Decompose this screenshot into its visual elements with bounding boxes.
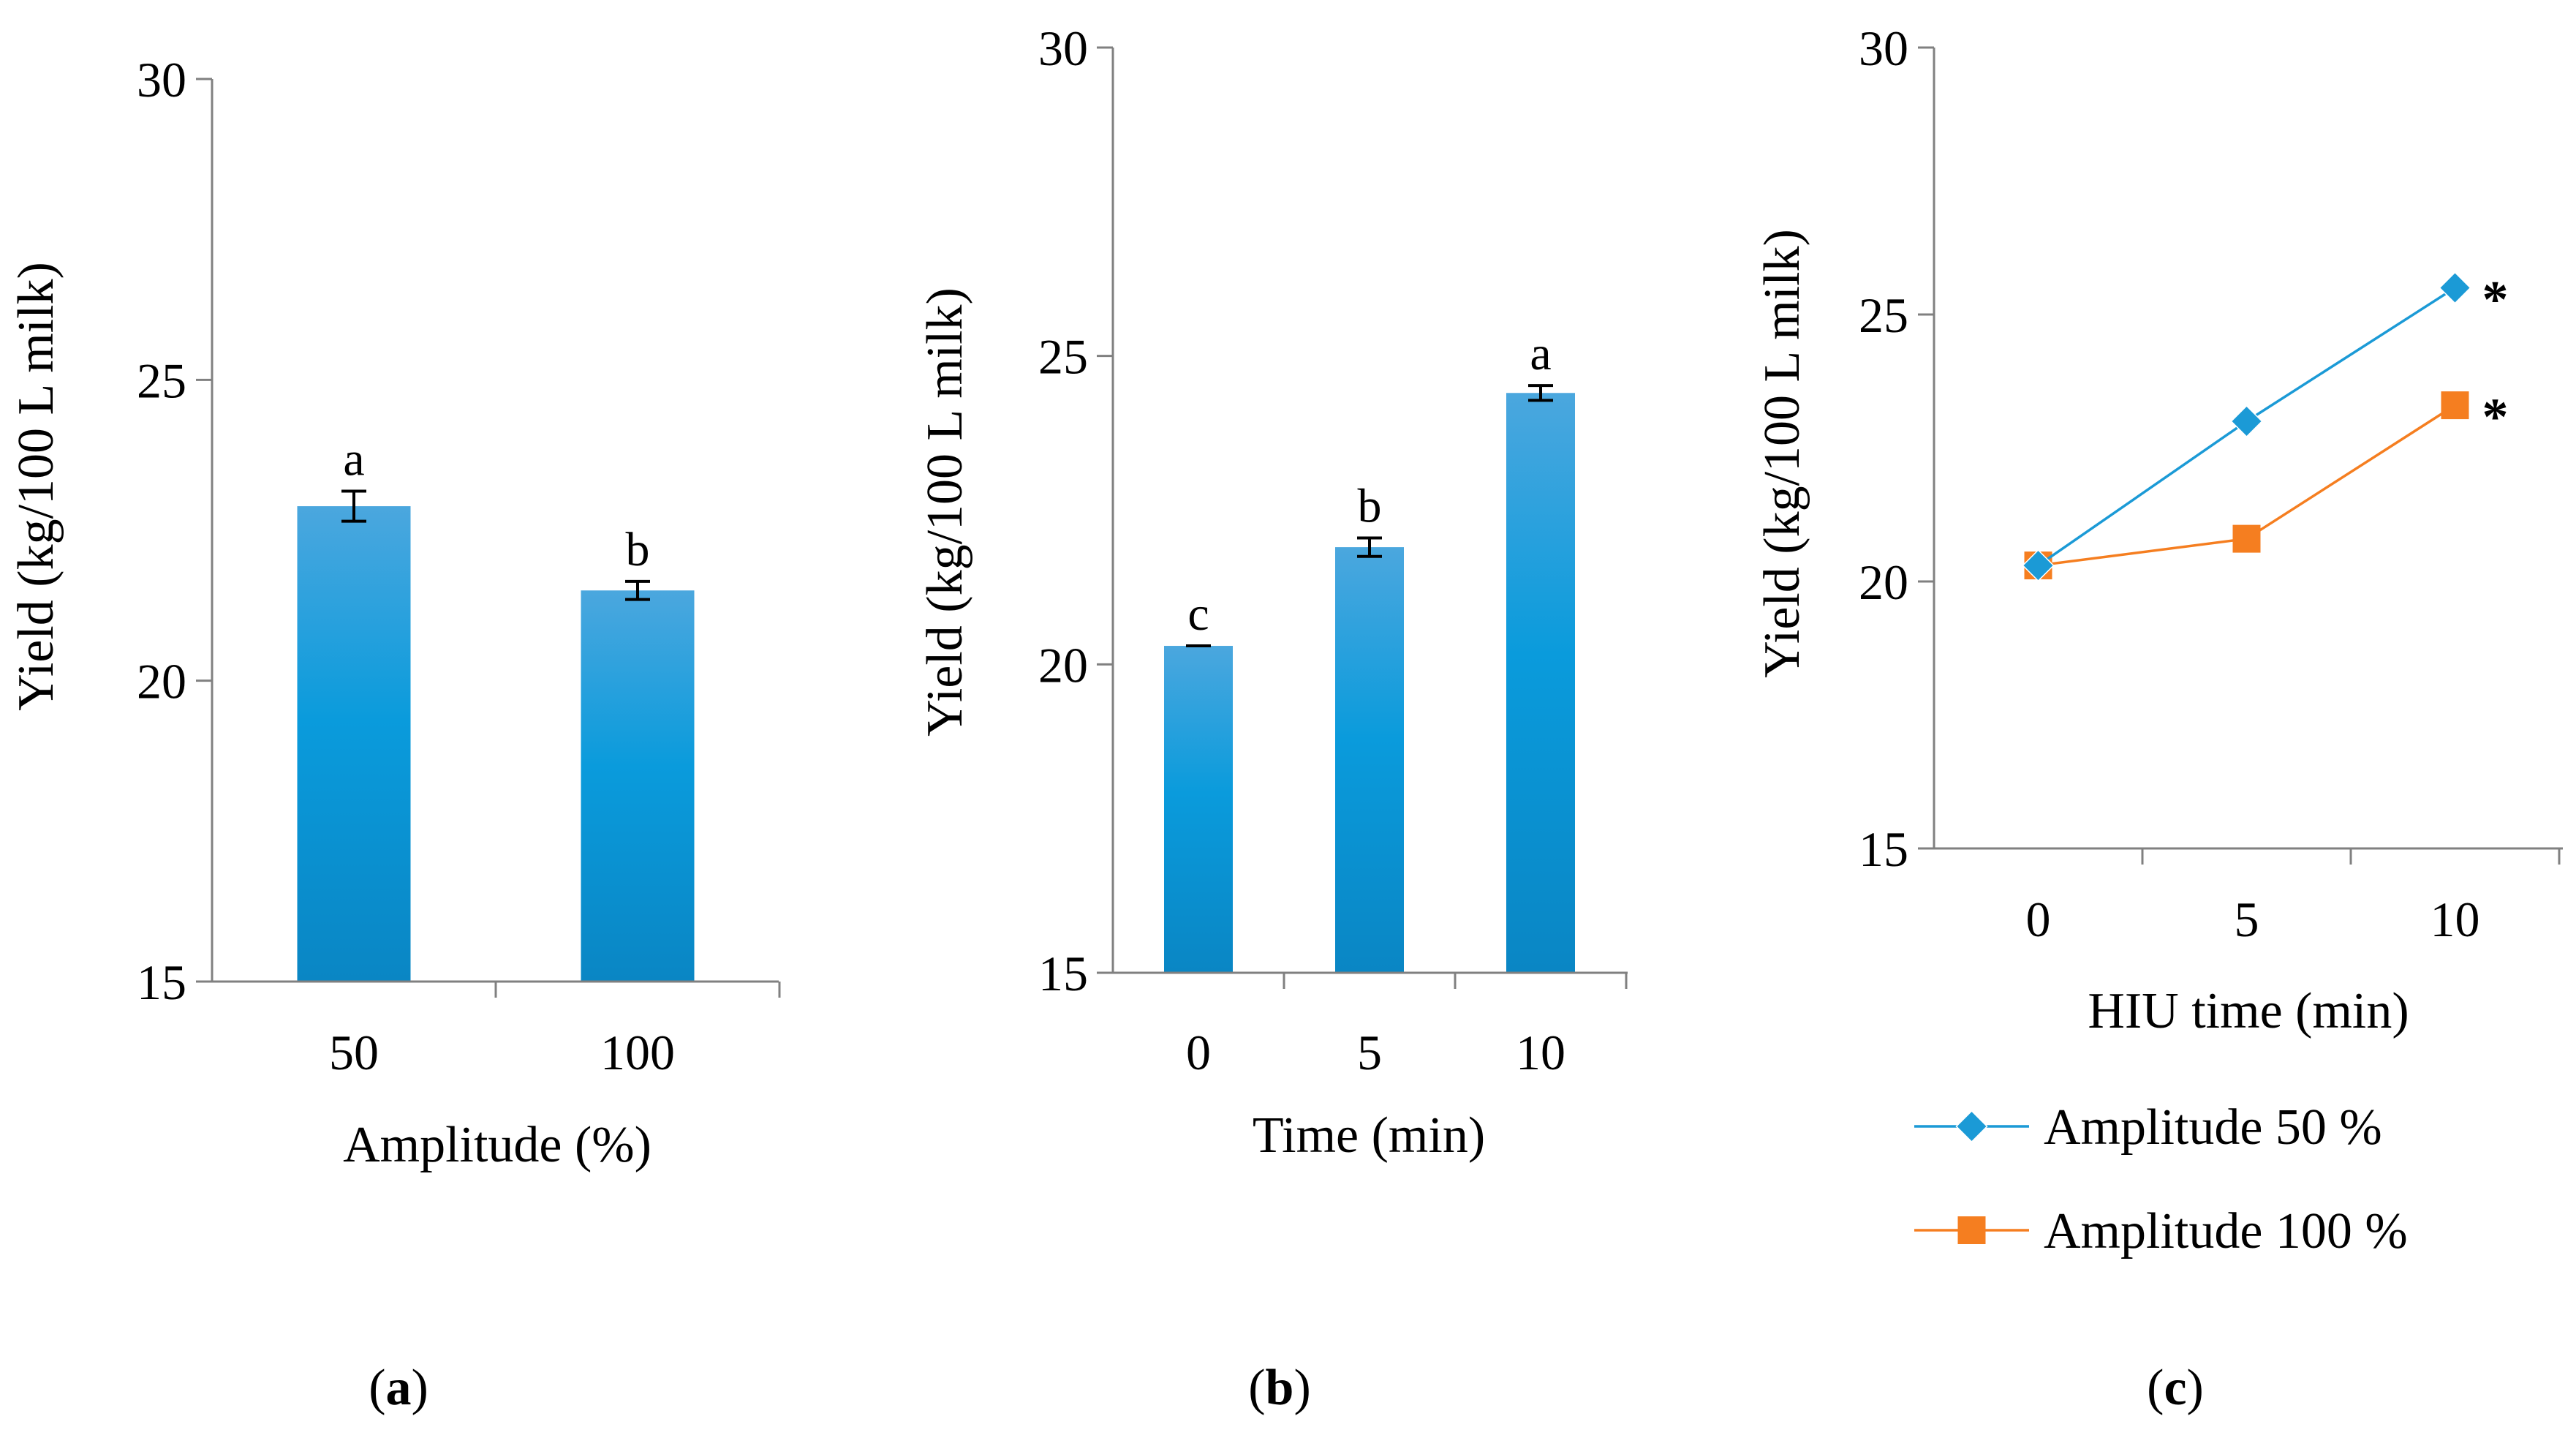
panel-b-x-tick-label: 0 bbox=[1186, 1025, 1211, 1080]
panel-a-caption-letter: a bbox=[386, 1360, 412, 1416]
panel-c-legend-marker bbox=[1957, 1216, 1986, 1244]
panel-a-y-tick-label: 25 bbox=[137, 353, 186, 408]
panel-b-error-bar bbox=[1528, 384, 1553, 402]
panel-c-y-tick-label: 20 bbox=[1859, 554, 1908, 610]
panel-c-legend-label: Amplitude 100 % bbox=[2044, 1203, 2408, 1259]
panel-a-x-tick-label: 50 bbox=[329, 1025, 379, 1080]
panel-c-x-tick-label: 10 bbox=[2430, 892, 2480, 947]
panel-a-error-bar bbox=[341, 489, 366, 523]
panel-b-error-bar bbox=[1357, 536, 1382, 558]
panel-b-significance-letter: c bbox=[1187, 587, 1209, 641]
panel-a-xlabel: Amplitude (%) bbox=[343, 1117, 651, 1173]
panel-b-bar bbox=[1164, 646, 1233, 973]
panel-b-ylabel: Yield (kg/100 L milk) bbox=[917, 287, 973, 737]
panel-a-ylabel: Yield (kg/100 L milk) bbox=[8, 262, 64, 711]
panel-b-y-tick-label: 30 bbox=[1038, 20, 1088, 76]
panel-c-caption-letter: c bbox=[2164, 1360, 2186, 1416]
panel-a-significance-letter: b bbox=[626, 523, 650, 576]
panel-a-bars: ab bbox=[297, 433, 695, 982]
panel-b-caption: (b) bbox=[1248, 1360, 1311, 1416]
panel-b-bar bbox=[1335, 547, 1404, 973]
panel-c-legend-label: Amplitude 50 % bbox=[2044, 1099, 2382, 1156]
panel-c-data-point-amp50 bbox=[2439, 271, 2471, 304]
panel-a-y-tick-label: 30 bbox=[137, 52, 186, 108]
panel-b-y-tick-label: 15 bbox=[1038, 946, 1088, 1001]
panel-a-y-axis: 15 20 25 30 bbox=[137, 52, 214, 1010]
panel-c-data-point-amp100 bbox=[2441, 391, 2469, 420]
panel-a-bar bbox=[297, 506, 411, 982]
panel-a-significance-letter: a bbox=[343, 433, 364, 486]
panel-b-caption-letter: b bbox=[1266, 1360, 1294, 1416]
panel-c-x-axis: 0 5 10 bbox=[1934, 847, 2563, 947]
panel-c-xlabel: HIU time (min) bbox=[2088, 983, 2409, 1039]
panel-c-data-point-amp50 bbox=[2022, 549, 2055, 582]
panel-c-y-tick-label: 30 bbox=[1859, 20, 1908, 76]
panel-c-data-point-amp50 bbox=[2230, 404, 2263, 438]
panel-b-x-axis: 0 5 10 bbox=[1113, 971, 1628, 1080]
panel-c-legend-marker bbox=[1955, 1110, 1988, 1143]
panel-b-bar bbox=[1506, 393, 1575, 973]
panel-a-error-bar bbox=[625, 579, 650, 601]
panel-a-y-tick-label: 15 bbox=[137, 954, 186, 1010]
panel-b-significance-letter: a bbox=[1530, 327, 1551, 380]
panel-c-y-axis: 15 20 25 30 bbox=[1859, 20, 1935, 877]
panel-a-caption: (a) bbox=[369, 1360, 428, 1416]
panel-a-bar bbox=[581, 590, 695, 982]
panel-c-y-tick-label: 25 bbox=[1859, 287, 1908, 343]
panel-b-significance-letter: b bbox=[1358, 479, 1382, 532]
panel-b-bars: c b a bbox=[1164, 327, 1575, 973]
panel-b-y-tick-label: 25 bbox=[1038, 329, 1088, 385]
panel-c-significance-asterisk: * bbox=[2482, 388, 2509, 446]
panel-c-y-tick-label: 15 bbox=[1859, 821, 1908, 877]
panel-c-ylabel: Yield (kg/100 L milk) bbox=[1754, 229, 1810, 678]
panel-c-series: ** bbox=[2022, 271, 2509, 582]
panel-c-x-tick-label: 0 bbox=[2026, 892, 2051, 947]
panel-b-x-tick-label: 10 bbox=[1516, 1025, 1565, 1080]
panel-c-caption: (c) bbox=[2147, 1360, 2204, 1416]
panel-a-x-axis: 50 100 bbox=[212, 980, 781, 1080]
panel-b-x-tick-label: 5 bbox=[1357, 1025, 1382, 1080]
panel-c-x-tick-label: 5 bbox=[2235, 892, 2259, 947]
panel-a-x-tick-label: 100 bbox=[600, 1025, 675, 1080]
panel-c-significance-asterisk: * bbox=[2482, 271, 2509, 329]
panel-a-y-tick-label: 20 bbox=[137, 654, 186, 709]
panel-b-y-tick-label: 20 bbox=[1038, 637, 1088, 693]
panel-b-y-axis: 15 20 25 30 bbox=[1038, 20, 1114, 1001]
panel-c-legend: Amplitude 50 % Amplitude 100 % bbox=[1914, 1099, 2408, 1259]
panel-b-xlabel: Time (min) bbox=[1253, 1107, 1485, 1164]
panel-c-data-point-amp100 bbox=[2232, 524, 2261, 553]
